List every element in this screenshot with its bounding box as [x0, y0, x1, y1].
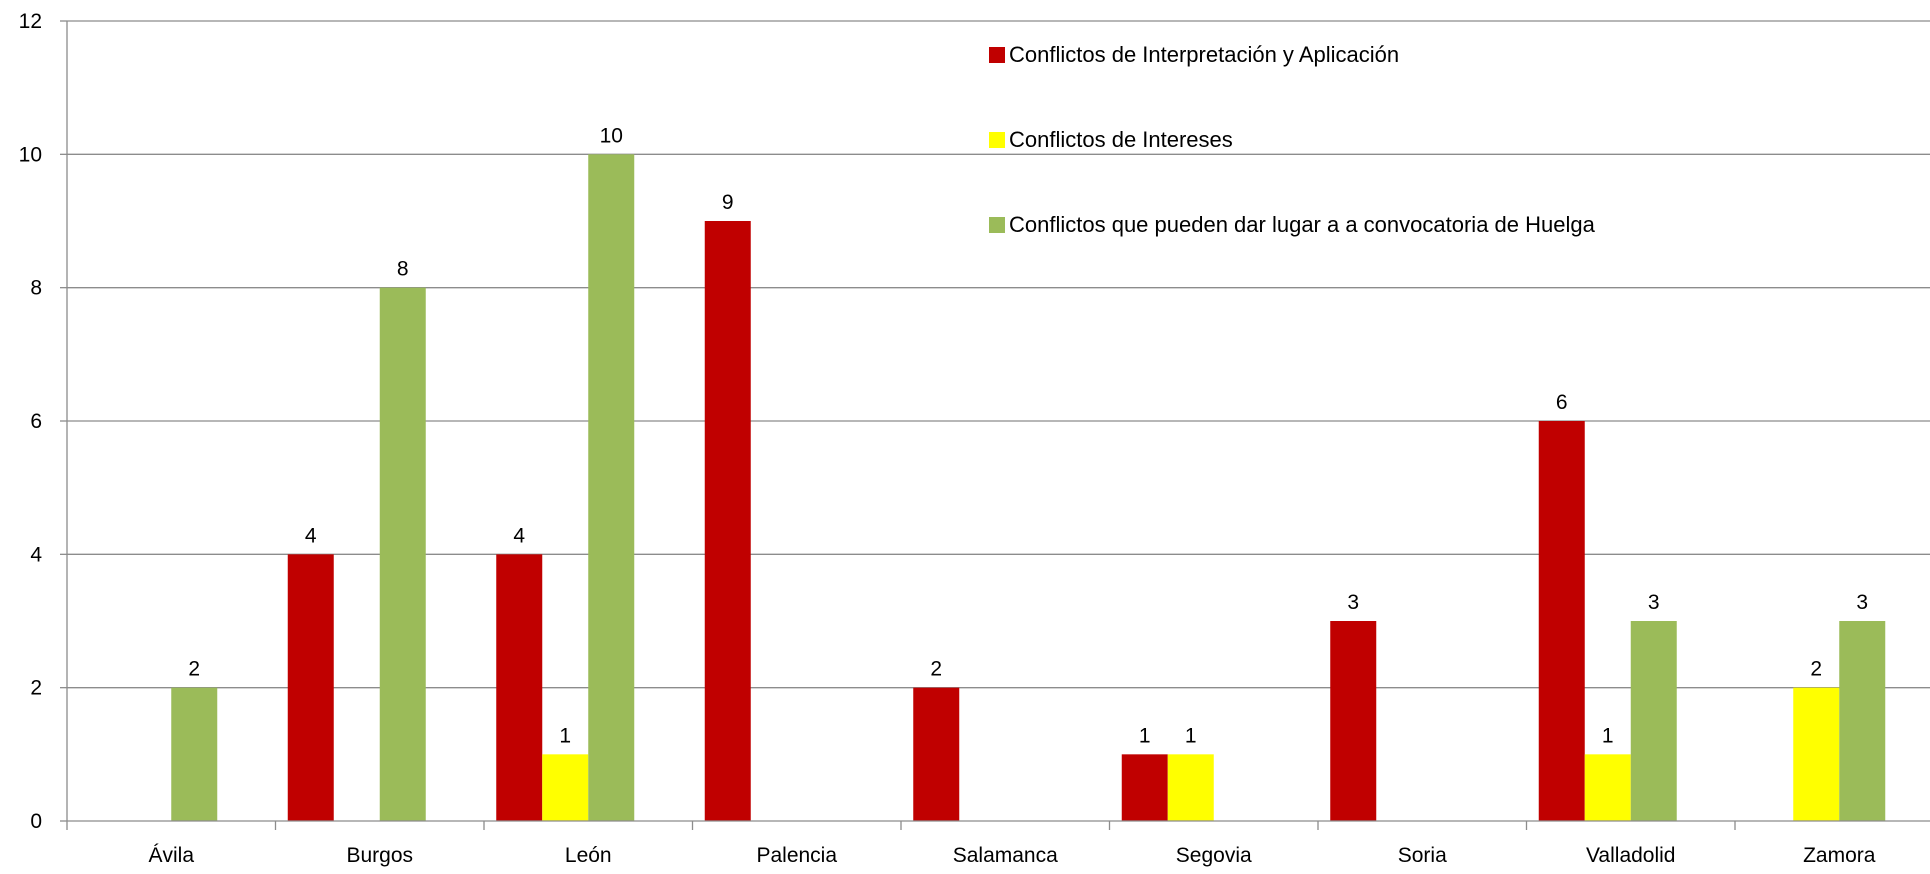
data-label: 2 [1810, 658, 1822, 681]
y-tick-label: 4 [30, 543, 42, 566]
data-label: 1 [1185, 724, 1197, 747]
x-tick-label: Ávila [148, 844, 194, 867]
x-tick-label: Zamora [1803, 844, 1876, 867]
data-label: 8 [397, 258, 409, 281]
y-tick-label: 2 [30, 677, 42, 700]
data-label: 4 [305, 524, 317, 547]
x-tick-label: Burgos [346, 844, 413, 867]
bar [1538, 421, 1585, 821]
legend-label: Conflictos de Intereses [1009, 127, 1233, 152]
bar [588, 154, 635, 822]
y-tick-label: 8 [30, 277, 42, 300]
data-label: 1 [559, 724, 571, 747]
bar [171, 687, 218, 821]
bar [379, 287, 426, 822]
bar [496, 554, 543, 821]
legend-swatch [989, 132, 1005, 148]
data-label: 6 [1556, 391, 1568, 414]
bar [287, 554, 334, 821]
grid-lines [67, 20, 1930, 689]
data-label: 1 [1602, 724, 1614, 747]
legend-label: Conflictos que pueden dar lugar a a conv… [1009, 212, 1596, 237]
x-tick-label: Segovia [1176, 844, 1252, 867]
y-tick-label: 10 [19, 143, 42, 166]
data-label: 10 [600, 124, 623, 147]
legend-entry: Conflictos que pueden dar lugar a a conv… [989, 212, 1596, 237]
bars [171, 154, 1886, 822]
legend: Conflictos de Interpretación y Aplicació… [989, 42, 1596, 237]
y-tick-label: 0 [30, 810, 42, 833]
bar [1330, 621, 1377, 821]
bar [1630, 621, 1677, 821]
data-label: 3 [1347, 591, 1359, 614]
legend-swatch [989, 47, 1005, 63]
bar [1121, 754, 1168, 821]
data-label: 1 [1139, 724, 1151, 747]
x-tick-label: Palencia [756, 844, 837, 867]
x-tick-label: Valladolid [1586, 844, 1676, 867]
bar [1584, 754, 1631, 821]
x-tick-label: Soria [1398, 844, 1447, 867]
legend-entry: Conflictos de Interpretación y Aplicació… [989, 42, 1399, 67]
y-tick-label: 6 [30, 410, 42, 433]
data-label: 3 [1856, 591, 1868, 614]
legend-swatch [989, 217, 1005, 233]
legend-entry: Conflictos de Intereses [989, 127, 1233, 152]
bar [1839, 621, 1886, 821]
bar [1167, 754, 1214, 821]
x-tick-label: León [565, 844, 612, 867]
bar [1793, 687, 1840, 821]
bar [704, 221, 751, 821]
y-tick-label: 12 [19, 10, 42, 33]
legend-label: Conflictos de Interpretación y Aplicació… [1009, 42, 1399, 67]
data-label: 2 [188, 658, 200, 681]
data-label: 3 [1648, 591, 1660, 614]
bar [542, 754, 589, 821]
data-label: 4 [513, 524, 525, 547]
x-tick-label: Salamanca [953, 844, 1058, 867]
data-labels: 4 4 9 2 1 3 6 1 1 1 2 2 8 10 3 3 [188, 124, 1868, 747]
data-label: 9 [722, 191, 734, 214]
bar [913, 687, 960, 821]
data-label: 2 [930, 658, 942, 681]
